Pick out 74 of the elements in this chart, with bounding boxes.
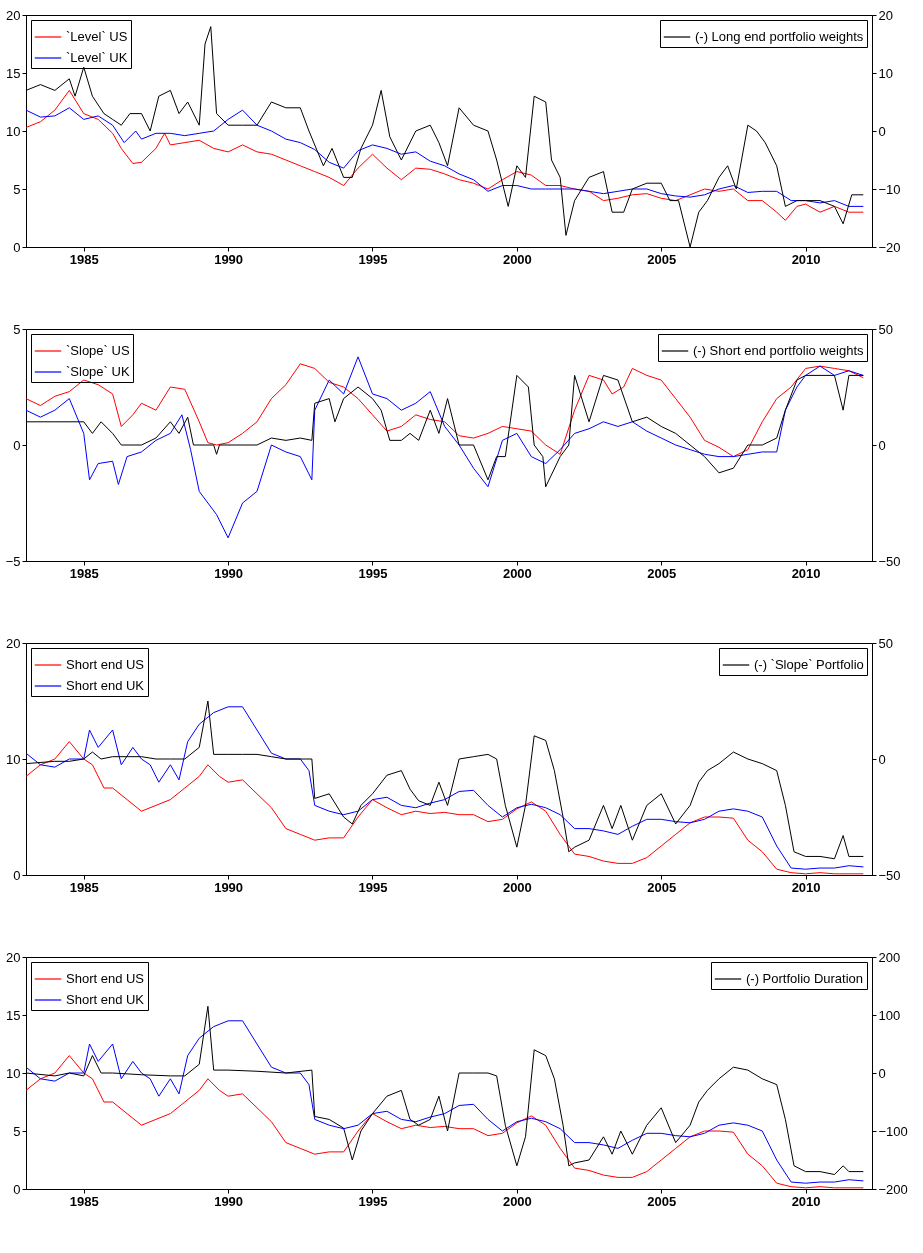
- legend-label: (-) Short end portfolio weights: [693, 343, 865, 358]
- x-tick-label: 2010: [791, 879, 821, 895]
- legend-label: (-) Long end portfolio weights: [695, 29, 864, 44]
- x-tick-label: 1985: [69, 565, 99, 581]
- line-series: [25, 89, 864, 221]
- y2-tick-label: −50: [878, 867, 901, 883]
- line-series: [25, 356, 864, 539]
- x-tick-label: 2000: [502, 1193, 532, 1209]
- line-series: [25, 107, 864, 207]
- x-tick-label: 1985: [69, 1193, 99, 1209]
- x-tick-label: 2005: [647, 879, 677, 895]
- y-tick-label: 5: [13, 181, 21, 197]
- y2-tick-label: 0: [878, 437, 886, 453]
- x-tick-label: 1985: [69, 879, 99, 895]
- line-series: [25, 363, 864, 458]
- legend-label: `Slope` US: [66, 343, 130, 358]
- x-tick-label: 2010: [791, 1193, 821, 1209]
- x-tick-label: 1995: [358, 565, 388, 581]
- line-series: [25, 741, 864, 875]
- x-tick-label: 1990: [214, 251, 244, 267]
- y2-tick-label: 10: [878, 65, 893, 81]
- x-tick-label: 2010: [791, 251, 821, 267]
- x-tick-label: 1990: [214, 879, 244, 895]
- x-tick-label: 2005: [647, 565, 677, 581]
- y2-tick-label: −200: [878, 1181, 908, 1197]
- y-tick-label: 10: [6, 751, 21, 767]
- y-tick-label: 0: [13, 867, 21, 883]
- y2-tick-label: −20: [878, 239, 901, 255]
- x-tick-label: 1995: [358, 251, 388, 267]
- y2-tick-label: 20: [878, 7, 893, 23]
- y2-tick-label: 50: [878, 321, 893, 337]
- legend-label: (-) `Slope` Portfolio: [754, 657, 864, 672]
- y-tick-label: 0: [13, 437, 21, 453]
- y2-tick-label: 0: [878, 123, 886, 139]
- y2-tick-label: 0: [878, 1065, 886, 1081]
- x-tick-label: 2005: [647, 251, 677, 267]
- y2-tick-label: −100: [878, 1123, 908, 1139]
- y-tick-label: 5: [13, 1123, 21, 1139]
- legend-label: `Level` UK: [66, 50, 128, 65]
- x-tick-label: 2010: [791, 565, 821, 581]
- legend-label: (-) Portfolio Duration: [746, 971, 864, 986]
- y-tick-label: 10: [6, 123, 21, 139]
- x-tick-label: 2000: [502, 879, 532, 895]
- y-tick-label: 15: [6, 65, 21, 81]
- y2-tick-label: 100: [878, 1007, 901, 1023]
- legend-label: Short end UK: [66, 992, 145, 1007]
- legend-label: Short end US: [66, 971, 145, 986]
- y-tick-label: 20: [6, 635, 21, 651]
- x-tick-label: 2005: [647, 1193, 677, 1209]
- y-tick-label: 10: [6, 1065, 21, 1081]
- y-tick-label: −5: [5, 553, 21, 569]
- x-tick-label: 2000: [502, 565, 532, 581]
- y2-tick-label: 200: [878, 949, 901, 965]
- y2-tick-label: 0: [878, 751, 886, 767]
- y-tick-label: 5: [13, 321, 21, 337]
- y2-tick-label: −50: [878, 553, 901, 569]
- legend-label: Short end UK: [66, 678, 145, 693]
- legend-label: `Level` US: [66, 29, 128, 44]
- y-tick-label: 15: [6, 1007, 21, 1023]
- x-tick-label: 1990: [214, 565, 244, 581]
- y-tick-label: 20: [6, 949, 21, 965]
- y-tick-label: 0: [13, 1181, 21, 1197]
- x-tick-label: 1995: [358, 879, 388, 895]
- y2-tick-label: 50: [878, 635, 893, 651]
- y-tick-label: 0: [13, 239, 21, 255]
- y2-tick-label: −10: [878, 181, 901, 197]
- y-tick-label: 20: [6, 7, 21, 23]
- legend-label: Short end US: [66, 657, 145, 672]
- x-tick-label: 1995: [358, 1193, 388, 1209]
- legend-label: `Slope` UK: [66, 364, 130, 379]
- x-tick-label: 1985: [69, 251, 99, 267]
- x-tick-label: 2000: [502, 251, 532, 267]
- x-tick-label: 1990: [214, 1193, 244, 1209]
- line-series: [25, 1055, 864, 1189]
